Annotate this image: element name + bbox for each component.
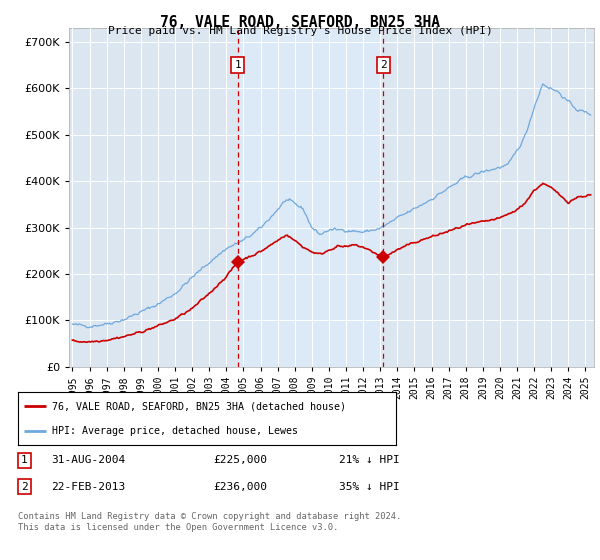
Text: 76, VALE ROAD, SEAFORD, BN25 3HA (detached house): 76, VALE ROAD, SEAFORD, BN25 3HA (detach… [52, 402, 346, 412]
Text: 2: 2 [380, 60, 386, 70]
Text: 1: 1 [235, 60, 241, 70]
Text: 76, VALE ROAD, SEAFORD, BN25 3HA: 76, VALE ROAD, SEAFORD, BN25 3HA [160, 15, 440, 30]
Text: 35% ↓ HPI: 35% ↓ HPI [339, 482, 400, 492]
Text: £236,000: £236,000 [213, 482, 267, 492]
Text: 31-AUG-2004: 31-AUG-2004 [51, 455, 125, 465]
Text: Contains HM Land Registry data © Crown copyright and database right 2024.
This d: Contains HM Land Registry data © Crown c… [18, 512, 401, 532]
Text: Price paid vs. HM Land Registry's House Price Index (HPI): Price paid vs. HM Land Registry's House … [107, 26, 493, 36]
Text: £225,000: £225,000 [213, 455, 267, 465]
Bar [238, 28, 383, 367]
Text: 22-FEB-2013: 22-FEB-2013 [51, 482, 125, 492]
Text: 21% ↓ HPI: 21% ↓ HPI [339, 455, 400, 465]
Text: HPI: Average price, detached house, Lewes: HPI: Average price, detached house, Lewe… [52, 426, 298, 436]
Text: 1: 1 [21, 455, 28, 465]
Text: 2: 2 [21, 482, 28, 492]
